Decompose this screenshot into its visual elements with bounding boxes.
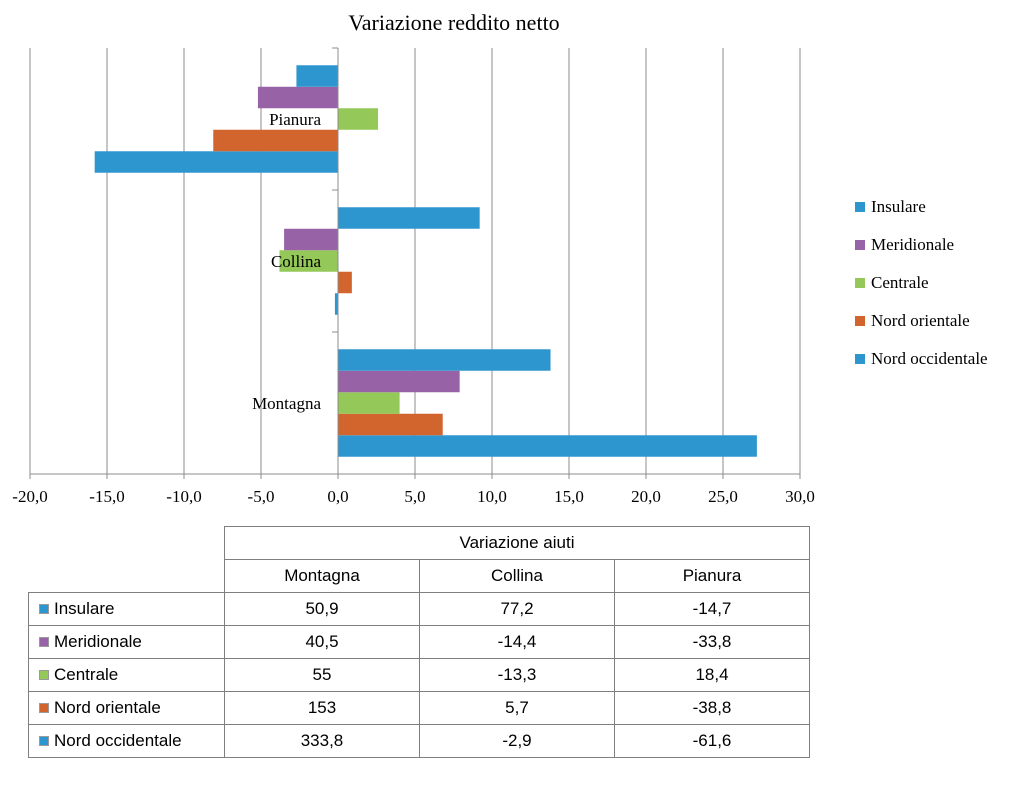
legend-swatch-meridionale xyxy=(855,240,865,250)
x-tick-label: -15,0 xyxy=(89,487,124,506)
bar-chart: -20,0 -15,0 -10,0 -5,0 0,0 5,0 10,0 15,0 20,0 25,… xyxy=(12,47,815,506)
bar-insulare-montagna xyxy=(338,349,551,371)
table-cell: -2,9 xyxy=(419,724,615,758)
x-tick-label: -10,0 xyxy=(166,487,201,506)
table-cell: -13,3 xyxy=(419,658,615,692)
table-row: Nord occidentale 333,8 -2,9 -61,6 xyxy=(28,724,810,758)
bar-nord-occidentale-pianura xyxy=(94,151,339,173)
table-cell: -38,8 xyxy=(614,691,810,725)
bar-insulare-pianura xyxy=(296,65,338,87)
bar-meridionale-pianura xyxy=(257,86,338,109)
legend-label: Centrale xyxy=(871,273,929,292)
table-cell: 50,9 xyxy=(224,592,420,626)
table-cell: 77,2 xyxy=(419,592,615,626)
legend-item-meridionale: Meridionale xyxy=(855,226,1015,264)
x-tick-label: 25,0 xyxy=(708,487,738,506)
row-swatch xyxy=(39,736,49,746)
bar-nord-orientale-montagna xyxy=(338,413,443,436)
bar-meridionale-montagna xyxy=(338,370,460,393)
table-row: Meridionale 40,5 -14,4 -33,8 xyxy=(28,625,810,659)
table-cell: 153 xyxy=(224,691,420,725)
row-label: Insulare xyxy=(28,592,225,626)
table-cell: 40,5 xyxy=(224,625,420,659)
bar-insulare-collina xyxy=(338,207,480,229)
table-cell: 18,4 xyxy=(614,658,810,692)
x-tick-label: -20,0 xyxy=(12,487,47,506)
column-header: Montagna xyxy=(224,559,420,593)
bar-nord-occidentale-collina xyxy=(334,293,338,315)
x-tick-label: 10,0 xyxy=(477,487,507,506)
row-swatch xyxy=(39,703,49,713)
table-cell: -14,7 xyxy=(614,592,810,626)
legend-item-nord-occidentale: Nord occidentale xyxy=(855,340,1015,378)
category-label-montagna: Montagna xyxy=(252,394,321,413)
column-header: Collina xyxy=(419,559,615,593)
legend-item-insulare: Insulare xyxy=(855,188,1015,226)
legend-item-centrale: Centrale xyxy=(855,264,1015,302)
row-label-text: Insulare xyxy=(54,599,115,618)
x-tick-label: -5,0 xyxy=(248,487,275,506)
row-label-text: Nord occidentale xyxy=(54,731,182,750)
row-label-text: Centrale xyxy=(54,665,119,684)
column-header: Pianura xyxy=(614,559,810,593)
x-tick-label: 5,0 xyxy=(404,487,425,506)
table-row: Centrale 55 -13,3 18,4 xyxy=(28,658,810,692)
axes xyxy=(29,47,801,479)
table-corner xyxy=(29,527,225,560)
bar-centrale-collina xyxy=(279,250,338,272)
bar-nord-orientale-pianura xyxy=(213,129,338,152)
table-header-row: Montagna Collina Pianura xyxy=(29,559,810,593)
bar-nord-occidentale-montagna xyxy=(338,435,757,457)
x-tick-label: 30,0 xyxy=(785,487,815,506)
chart-title: Variazione reddito netto xyxy=(348,10,560,35)
table-row: Insulare 50,9 77,2 -14,7 xyxy=(28,592,810,626)
table-cell: -14,4 xyxy=(419,625,615,659)
aid-table: Variazione aiuti Montagna Collina Pianur… xyxy=(28,526,810,758)
legend-label: Nord orientale xyxy=(871,311,970,330)
bar-nord-orientale-collina xyxy=(338,271,352,294)
legend-label: Insulare xyxy=(871,197,926,216)
legend: Insulare Meridionale Centrale Nord orien… xyxy=(855,188,1015,378)
bar-centrale-pianura xyxy=(338,108,379,130)
row-label: Centrale xyxy=(28,658,225,692)
row-swatch xyxy=(39,637,49,647)
category-label-pianura: Pianura xyxy=(269,110,321,129)
legend-swatch-nord-orientale xyxy=(855,316,865,326)
x-tick-label: 15,0 xyxy=(554,487,584,506)
legend-item-nord-orientale: Nord orientale xyxy=(855,302,1015,340)
bar-meridionale-collina xyxy=(284,228,338,251)
labels: -20,0 -15,0 -10,0 -5,0 0,0 5,0 10,0 15,0 20,0 25,… xyxy=(12,110,815,506)
row-label: Nord orientale xyxy=(28,691,225,725)
row-swatch xyxy=(39,670,49,680)
row-swatch xyxy=(39,604,49,614)
row-label-text: Meridionale xyxy=(54,632,142,651)
legend-label: Nord occidentale xyxy=(871,349,988,368)
category-label-collina: Collina xyxy=(271,252,322,271)
legend-swatch-nord-occidentale xyxy=(855,354,865,364)
legend-label: Meridionale xyxy=(871,235,955,254)
row-label-text: Nord orientale xyxy=(54,698,161,717)
table-cell: -33,8 xyxy=(614,625,810,659)
table-cell: -61,6 xyxy=(614,724,810,758)
table-cell: 333,8 xyxy=(224,724,420,758)
gridlines xyxy=(29,48,801,474)
x-tick-label: 0,0 xyxy=(327,487,348,506)
table-cell: 55 xyxy=(224,658,420,692)
table-row: Nord orientale 153 5,7 -38,8 xyxy=(28,691,810,725)
table-title: Variazione aiuti xyxy=(224,526,810,560)
x-tick-label: 20,0 xyxy=(631,487,661,506)
row-label: Nord occidentale xyxy=(28,724,225,758)
bars xyxy=(94,65,757,457)
table-title-row: Variazione aiuti xyxy=(29,526,810,560)
bar-centrale-montagna xyxy=(338,392,400,414)
legend-swatch-insulare xyxy=(855,202,865,212)
legend-swatch-centrale xyxy=(855,278,865,288)
row-label: Meridionale xyxy=(28,625,225,659)
table-cell: 5,7 xyxy=(419,691,615,725)
table-corner xyxy=(29,560,225,593)
